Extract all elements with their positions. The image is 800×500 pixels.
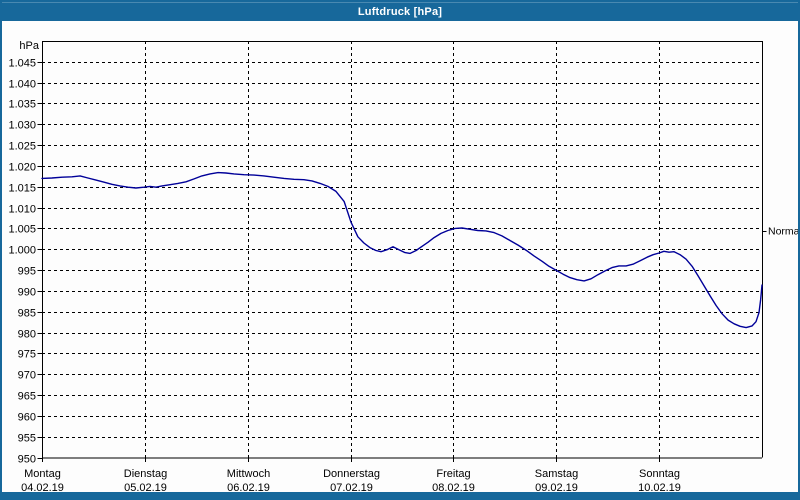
- y-axis-unit-label: hPa: [19, 40, 39, 52]
- normal-marker-label: Normal: [768, 226, 800, 238]
- y-tick-label: 960: [18, 412, 36, 424]
- y-tick-label: 980: [18, 329, 36, 341]
- x-day-label: Dienstag: [124, 468, 167, 480]
- x-day-label: Donnerstag: [323, 468, 380, 480]
- y-tick-label: 1.005: [8, 224, 36, 236]
- x-date-label: 08.02.19: [432, 482, 475, 494]
- window-bottom-bar: [2, 492, 798, 498]
- y-tick-label: 970: [18, 370, 36, 382]
- y-tick-label: 965: [18, 391, 36, 403]
- y-tick-label: 955: [18, 433, 36, 445]
- window-title: Luftdruck [hPa]: [357, 5, 443, 18]
- x-date-label: 06.02.19: [227, 482, 270, 494]
- y-tick-label: 1.000: [8, 245, 36, 257]
- window-titlebar[interactable]: Luftdruck [hPa]: [2, 2, 798, 21]
- y-tick-label: 1.025: [8, 141, 36, 153]
- x-day-label: Montag: [24, 468, 61, 480]
- y-tick-label: 1.020: [8, 162, 36, 174]
- x-date-label: 10.02.19: [638, 482, 681, 494]
- x-day-label: Sonntag: [639, 468, 680, 480]
- y-tick-label: 985: [18, 308, 36, 320]
- x-day-label: Samstag: [535, 468, 578, 480]
- x-day-label: Freitag: [436, 468, 470, 480]
- y-tick-label: 1.040: [8, 79, 36, 91]
- pressure-series-line: [41, 171, 763, 329]
- x-date-label: 09.02.19: [535, 482, 578, 494]
- x-date-label: 07.02.19: [330, 482, 373, 494]
- y-tick-label: 995: [18, 266, 36, 278]
- x-date-label: 05.02.19: [124, 482, 167, 494]
- x-day-label: Mittwoch: [227, 468, 270, 480]
- y-tick-label: 1.010: [8, 204, 36, 216]
- y-tick-label: 1.045: [8, 58, 36, 70]
- y-tick-label: 950: [18, 454, 36, 466]
- y-tick-label: 1.015: [8, 183, 36, 195]
- y-tick-label: 1.035: [8, 99, 36, 111]
- y-tick-label: 990: [18, 287, 36, 299]
- x-date-label: 04.02.19: [21, 482, 64, 494]
- y-tick-label: 975: [18, 349, 36, 361]
- y-tick-label: 1.030: [8, 120, 36, 132]
